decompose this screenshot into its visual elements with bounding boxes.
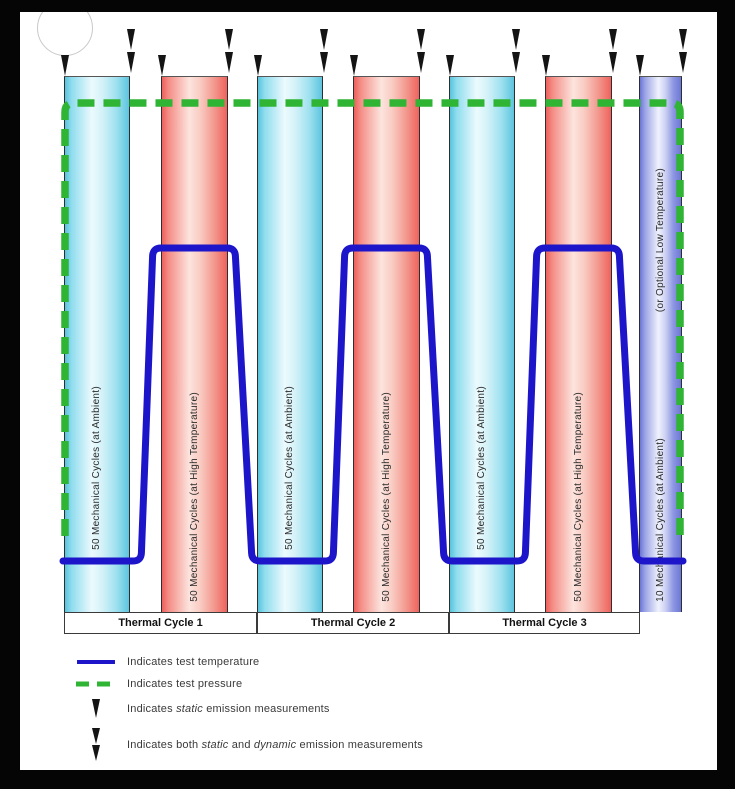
static-arrow-swatch — [75, 699, 117, 718]
static-emission-arrow-icon — [60, 55, 69, 76]
static-dynamic-emission-arrow-icon — [511, 29, 520, 73]
arrowhead-icon — [319, 29, 328, 50]
bar-label: 50 Mechanical Cycles (at High Temperatur… — [572, 392, 584, 602]
double-arrowhead-icon — [92, 728, 100, 761]
arrowhead-icon — [157, 55, 166, 76]
static-dynamic-emission-arrow-icon — [224, 29, 233, 73]
mechanical-cycles-bar-hightemp-2: 50 Mechanical Cycles (at High Temperatur… — [353, 76, 420, 612]
bar-label: 50 Mechanical Cycles (at Ambient) — [284, 386, 295, 550]
bar-label: 50 Mechanical Cycles (at Ambient) — [476, 386, 487, 550]
mechanical-cycles-bar-hightemp-1: 50 Mechanical Cycles (at High Temperatur… — [161, 76, 228, 612]
arrowhead-icon — [608, 52, 617, 73]
cycle-label: Thermal Cycle 2 — [310, 617, 396, 629]
cycle-label: Thermal Cycle 1 — [118, 617, 203, 629]
static-emission-arrow-icon — [635, 55, 644, 76]
legend-label: Indicates static emission measurements — [127, 702, 330, 715]
legend-label: Indicates test temperature — [127, 656, 260, 668]
arrowhead-icon — [319, 52, 328, 73]
legend-item-pressure: Indicates test pressure — [75, 678, 242, 690]
legend-item-temperature: Indicates test temperature — [75, 656, 259, 668]
arrowhead-icon — [445, 55, 454, 76]
arrowhead-icon — [224, 29, 233, 50]
arrowhead-icon — [253, 55, 262, 76]
static-dynamic-emission-arrow-icon — [678, 29, 687, 73]
mechanical-cycles-bar-ambient-3: 50 Mechanical Cycles (at Ambient) — [449, 76, 515, 612]
mechanical-cycles-bar-optional-low: (or Optional Low Temperature) 10 Mechani… — [639, 76, 682, 612]
bar-label: 50 Mechanical Cycles (at High Temperatur… — [188, 392, 200, 602]
bar-label: 50 Mechanical Cycles (at Ambient) — [91, 386, 102, 550]
arrowhead-icon — [635, 55, 644, 76]
static-dynamic-emission-arrow-icon — [319, 29, 328, 73]
arrowhead-icon — [416, 29, 425, 50]
arrowhead-icon — [349, 55, 358, 76]
cycle-label: Thermal Cycle 3 — [502, 617, 587, 629]
arrowhead-icon — [126, 29, 135, 50]
static-dynamic-emission-arrow-icon — [416, 29, 425, 73]
legend-label: Indicates both static and dynamic emissi… — [127, 738, 423, 751]
static-dynamic-emission-arrow-icon — [126, 29, 135, 73]
static-emission-arrow-icon — [253, 55, 262, 76]
arrowhead-icon — [511, 52, 520, 73]
arrowhead-icon — [608, 29, 617, 50]
legend-item-static-dynamic: Indicates both static and dynamic emissi… — [75, 728, 423, 761]
bar-label: 50 Mechanical Cycles (at High Temperatur… — [380, 392, 392, 602]
bar-label: 10 Mechanical Cycles (at Ambient) — [654, 438, 666, 602]
arrowhead-icon — [126, 52, 135, 73]
legend-label: Indicates test pressure — [127, 678, 243, 690]
arrowhead-icon — [541, 55, 550, 76]
static-dynamic-emission-arrow-icon — [608, 29, 617, 73]
mechanical-cycles-bar-hightemp-3: 50 Mechanical Cycles (at High Temperatur… — [545, 76, 612, 612]
static-emission-arrow-icon — [445, 55, 454, 76]
arrowhead-icon — [92, 699, 100, 718]
circle-watermark — [37, 12, 93, 56]
mechanical-cycles-bar-ambient-2: 50 Mechanical Cycles (at Ambient) — [257, 76, 323, 612]
arrowhead-icon — [678, 52, 687, 73]
static-dynamic-arrow-swatch — [75, 728, 117, 761]
bar-sublabel: (or Optional Low Temperature) — [654, 167, 666, 312]
figure-canvas: 50 Mechanical Cycles (at Ambient) 50 Mec… — [20, 12, 717, 770]
arrowhead-icon — [224, 52, 233, 73]
static-emission-arrow-icon — [349, 55, 358, 76]
legend-item-static: Indicates static emission measurements — [75, 699, 330, 718]
thermal-cycle-3-label: Thermal Cycle 3 — [449, 612, 640, 634]
pressure-line-swatch — [75, 681, 117, 687]
temperature-line-swatch — [75, 659, 117, 665]
static-emission-arrow-icon — [541, 55, 550, 76]
thermal-cycle-1-label: Thermal Cycle 1 — [64, 612, 257, 634]
static-emission-arrow-icon — [157, 55, 166, 76]
arrowhead-icon — [511, 29, 520, 50]
arrowhead-icon — [60, 55, 69, 76]
arrowhead-icon — [416, 52, 425, 73]
thermal-cycle-2-label: Thermal Cycle 2 — [257, 612, 449, 634]
arrowhead-icon — [678, 29, 687, 50]
mechanical-cycles-bar-ambient-1: 50 Mechanical Cycles (at Ambient) — [64, 76, 130, 612]
